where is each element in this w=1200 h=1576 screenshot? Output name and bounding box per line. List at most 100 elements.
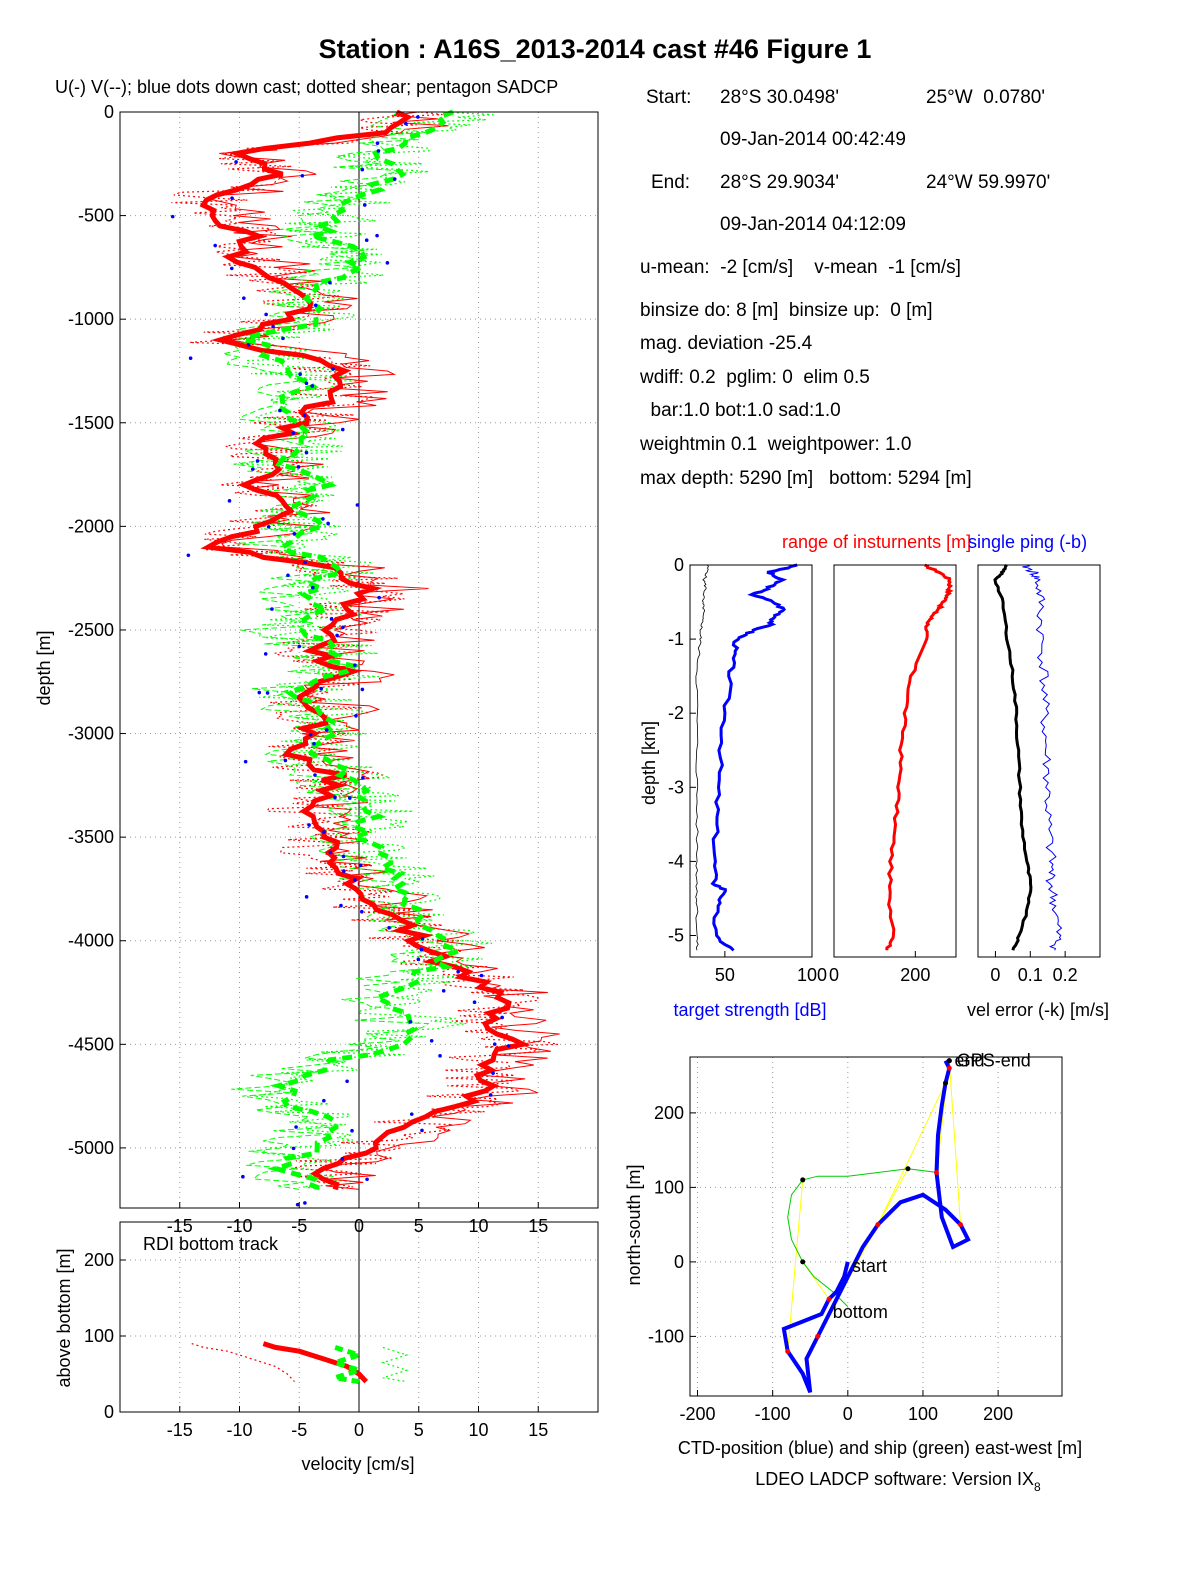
ship-marker <box>943 1080 949 1086</box>
x-tick-label: 10 <box>468 1216 488 1236</box>
downcast-dot <box>271 324 275 329</box>
downcast-dot <box>281 336 285 341</box>
downcast-dot <box>308 732 313 737</box>
downcast-dot <box>360 167 365 172</box>
downcast-dot <box>291 431 296 435</box>
x-tick-label: 0 <box>354 1420 364 1440</box>
downcast-dot <box>340 1157 345 1161</box>
panel-frame <box>833 564 957 958</box>
vel-error-line <box>993 563 1033 951</box>
panel-frame <box>977 564 1101 958</box>
u-velocity-line <box>199 109 531 1191</box>
y-tick-label: 0 <box>104 102 114 122</box>
downcast-dot <box>491 1071 495 1075</box>
downcast-dot <box>362 203 367 207</box>
downcast-dot <box>303 560 307 565</box>
downcast-dot <box>408 1020 413 1024</box>
downcast-dot <box>313 773 317 777</box>
x-tick-label: 15 <box>528 1420 548 1440</box>
downcast-dot <box>392 177 397 181</box>
downcast-dot <box>265 691 270 695</box>
x-tick-label: 5 <box>414 1420 424 1440</box>
x-tick-label: 0 <box>990 965 1000 985</box>
y-tick-label: -4500 <box>68 1034 114 1054</box>
bt-v-line <box>326 1345 368 1385</box>
downcast-dot <box>300 173 305 178</box>
x-tick-label: 0.1 <box>1018 965 1043 985</box>
downcast-dot <box>243 759 248 764</box>
downcast-dot <box>312 741 316 746</box>
figure-title: Station : A16S_2013-2014 cast #46 Figure… <box>319 34 872 64</box>
ctd-marker <box>875 1222 881 1228</box>
bt-u-line <box>262 1341 369 1384</box>
downcast-dot <box>294 1125 298 1129</box>
downcast-dot <box>456 969 460 974</box>
downcast-dot <box>266 525 271 529</box>
start-label: Start: <box>646 87 692 108</box>
downcast-dot <box>230 196 234 200</box>
weight: weightmin 0.1 weightpower: 1.0 <box>640 434 912 455</box>
downcast-dot <box>213 243 217 248</box>
ctd-marker <box>815 1333 821 1339</box>
downcast-dot <box>229 266 234 271</box>
range-panel: 0 200 <box>829 563 957 985</box>
x-tick-label: 200 <box>900 965 930 985</box>
x-tick-label: 0 <box>843 1404 853 1424</box>
downcast-dot <box>310 384 315 388</box>
start-lon: 25°W 0.0780' <box>926 87 1045 108</box>
downcast-dot <box>441 988 446 993</box>
downcast-dot <box>355 503 360 507</box>
start-time: 09-Jan-2014 00:42:49 <box>720 129 906 150</box>
downcast-dot <box>479 973 484 978</box>
y-tick-label: -5 <box>668 926 684 946</box>
y-tick-label: -3500 <box>68 827 114 847</box>
downcast-dot <box>296 465 301 469</box>
downcast-dot <box>263 652 268 656</box>
x-tick-label: 5 <box>414 1216 424 1236</box>
downcast-dot <box>419 947 424 952</box>
downcast-dot <box>331 367 335 371</box>
ship-marker <box>946 1058 952 1064</box>
range-line <box>885 563 954 951</box>
single-ping-title: single ping (-b) <box>968 532 1087 552</box>
downcast-dot <box>270 607 274 611</box>
footer-text: LDEO LADCP software: Version IX8 <box>755 1469 1041 1494</box>
ctd-marker <box>826 1296 832 1302</box>
ctd-ship-link <box>877 1082 946 1225</box>
downcast-dot <box>326 521 330 526</box>
downcast-dot <box>170 214 175 219</box>
downcast-dot <box>295 1202 300 1207</box>
downcast-dot <box>360 687 365 692</box>
downcast-dot <box>376 149 381 153</box>
downcast-dot <box>255 459 260 463</box>
noise-line <box>695 564 709 951</box>
downcast-dot <box>322 1098 326 1103</box>
downcast-dot <box>283 758 288 763</box>
start-lat: 28°S 30.0498' <box>720 87 839 108</box>
downcast-dot <box>429 1038 434 1043</box>
downcast-dot <box>321 517 325 521</box>
ship-marker <box>800 1177 806 1183</box>
downcast-dot <box>339 903 343 908</box>
downcast-dot <box>298 372 302 376</box>
downcast-dot <box>375 141 380 146</box>
y-tick-label: -5000 <box>68 1138 114 1158</box>
downcast-dot <box>420 1128 424 1133</box>
downcast-dot <box>385 261 390 265</box>
downcast-dot <box>322 830 326 834</box>
v-velocity-line <box>237 109 466 1192</box>
max-depth: max depth: 5290 [m] bottom: 5294 [m] <box>640 468 972 489</box>
y-tick-label: -1 <box>668 629 684 649</box>
ctd-ship-link <box>948 1060 962 1225</box>
y-tick-label: -4 <box>668 851 684 871</box>
downcast-dot <box>328 850 333 855</box>
downcast-dot <box>438 1054 442 1058</box>
x-tick-label: 10 <box>468 1420 488 1440</box>
downcast-dot <box>472 1000 477 1005</box>
bt-v-shear <box>380 1346 409 1383</box>
footer-main: LDEO LADCP software: Version IX <box>755 1469 1034 1489</box>
start-label: start <box>852 1256 887 1276</box>
x-tick-label: 200 <box>983 1404 1013 1424</box>
